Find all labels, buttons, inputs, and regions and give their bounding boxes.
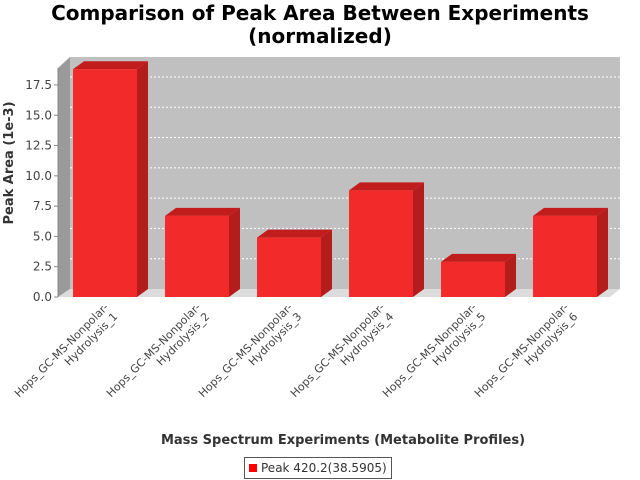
x-tick-label-line-1: Hops_GC-MS-Nonpolar- — [196, 301, 295, 400]
x-tick-label-line-1: Hops_GC-MS-Nonpolar- — [380, 301, 479, 400]
y-axis: 0.0 2.5 5.0 7.5 10.0 12.5 15.0 17.5 — [25, 68, 59, 304]
x-tick-label: Hops_GC-MS-Nonpolar-Hydrolysis_4 — [288, 301, 396, 409]
bar-4 — [349, 182, 424, 297]
x-tick-label: Hops_GC-MS-Nonpolar-Hydrolysis_1 — [12, 301, 120, 409]
bar-2 — [165, 207, 240, 297]
bar-1 — [73, 61, 148, 297]
x-tick-label-line-1: Hops_GC-MS-Nonpolar- — [472, 301, 571, 400]
bar-side — [413, 182, 424, 297]
y-tick-label: 12.5 — [25, 139, 52, 153]
bar-front — [165, 215, 229, 297]
bar-top — [73, 61, 148, 70]
bar-top — [441, 253, 516, 262]
bar-front — [257, 237, 321, 297]
bar-3 — [257, 229, 332, 297]
bar-front — [441, 261, 505, 297]
bar-front — [349, 190, 413, 297]
y-tick-label: 10.0 — [25, 169, 52, 183]
chart-title-line-1: Comparison of Peak Area Between Experime… — [51, 1, 589, 25]
bar-side — [321, 229, 332, 297]
bar-side — [597, 207, 608, 297]
bar-side — [505, 253, 516, 297]
x-tick-label-line-1: Hops_GC-MS-Nonpolar- — [12, 301, 111, 400]
y-tick-label: 15.0 — [25, 108, 52, 122]
x-tick-label: Hops_GC-MS-Nonpolar-Hydrolysis_5 — [380, 301, 488, 409]
bars — [73, 61, 608, 297]
bar-top — [533, 207, 608, 216]
x-tick-label-line-1: Hops_GC-MS-Nonpolar- — [288, 301, 387, 400]
bar-top — [165, 207, 240, 216]
x-axis-label: Mass Spectrum Experiments (Metabolite Pr… — [161, 433, 525, 448]
legend-label: Peak 420.2(38.5905) — [261, 461, 387, 475]
bar-front — [533, 215, 597, 297]
chart-title-line-2: (normalized) — [248, 24, 392, 48]
y-axis-label: Peak Area (1e-3) — [2, 101, 17, 224]
bar-top — [257, 229, 332, 238]
bar-5 — [441, 253, 516, 297]
plot-side-wall — [58, 57, 70, 297]
y-tick-label: 17.5 — [25, 78, 52, 92]
legend-swatch — [249, 464, 257, 472]
bar-side — [137, 61, 148, 297]
y-tick-label: 2.5 — [33, 260, 52, 274]
x-tick-label: Hops_GC-MS-Nonpolar-Hydrolysis_3 — [196, 301, 304, 409]
x-tick-label: Hops_GC-MS-Nonpolar-Hydrolysis_2 — [104, 301, 212, 409]
y-tick-label: 0.0 — [33, 290, 52, 304]
y-tick-label: 5.0 — [33, 229, 52, 243]
legend: Peak 420.2(38.5905) — [244, 457, 392, 479]
x-tick-label: Hops_GC-MS-Nonpolar-Hydrolysis_6 — [472, 301, 580, 409]
x-tick-labels: Hops_GC-MS-Nonpolar-Hydrolysis_1Hops_GC-… — [12, 301, 580, 409]
x-tick-label-line-1: Hops_GC-MS-Nonpolar- — [104, 301, 203, 400]
bar-side — [229, 207, 240, 297]
bar-top — [349, 182, 424, 191]
y-tick-label: 7.5 — [33, 199, 52, 213]
bar-6 — [533, 207, 608, 297]
chart-title: Comparison of Peak Area Between Experime… — [0, 2, 640, 48]
bar-front — [73, 69, 137, 297]
